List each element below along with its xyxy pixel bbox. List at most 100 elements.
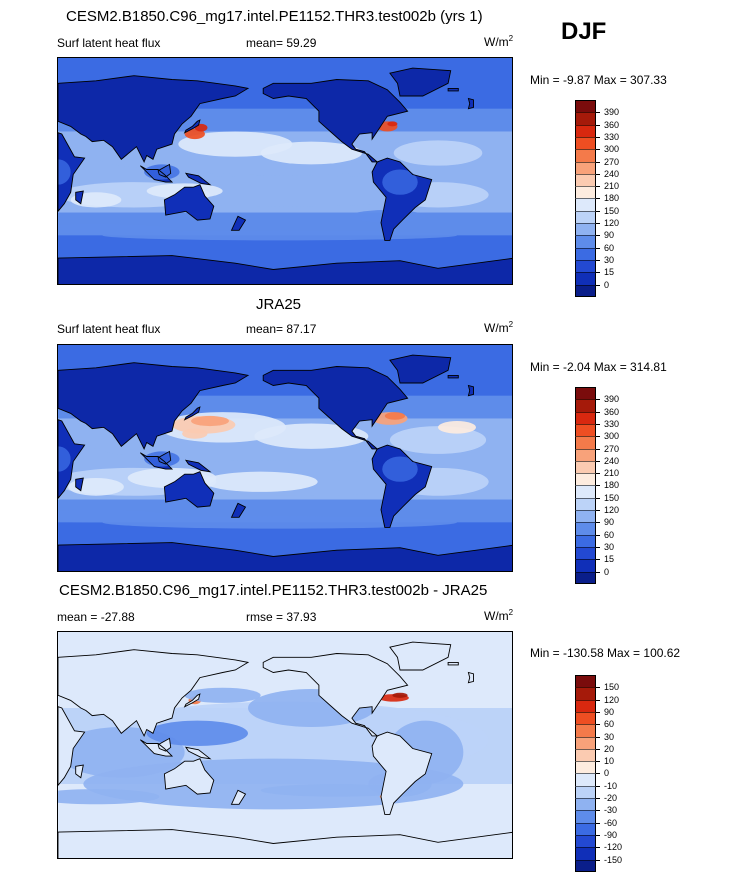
- colorbar-tick: [596, 572, 600, 573]
- colorbar-swatch: [575, 125, 596, 138]
- colorbar-tick: [596, 810, 600, 811]
- colorbar-label: 30: [604, 255, 614, 265]
- colorbar-tick: [596, 473, 600, 474]
- colorbar-swatch: [575, 112, 596, 125]
- colorbar-label: 10: [604, 756, 614, 766]
- colorbar-swatch: [575, 412, 596, 425]
- colorbar-tick: [596, 248, 600, 249]
- colorbar-swatch: [575, 198, 596, 211]
- colorbar-label: 330: [604, 132, 619, 142]
- colorbar-tick: [596, 235, 600, 236]
- colorbar-swatch: [575, 798, 596, 811]
- field-blob: [394, 140, 483, 165]
- colorbar-label: -30: [604, 805, 617, 815]
- colorbar-tick: [596, 559, 600, 560]
- colorbar-swatch: [575, 510, 596, 523]
- colorbar-swatch: [575, 823, 596, 836]
- colorbar-label: 20: [604, 744, 614, 754]
- colorbar-tick: [596, 149, 600, 150]
- colorbar-label: 60: [604, 719, 614, 729]
- colorbar-tick: [596, 272, 600, 273]
- colorbar-swatch: [575, 174, 596, 187]
- colorbar-label: -60: [604, 818, 617, 828]
- colorbar-tick: [596, 773, 600, 774]
- colorbar-tick: [596, 424, 600, 425]
- colorbar-tick: [596, 162, 600, 163]
- colorbar-tick: [596, 700, 600, 701]
- colorbar-label: -10: [604, 781, 617, 791]
- colorbar-label: 390: [604, 107, 619, 117]
- colorbar-label: 360: [604, 407, 619, 417]
- colorbar-tick: [596, 137, 600, 138]
- colorbar-tick: [596, 125, 600, 126]
- panel-3-title: CESM2.B1850.C96_mg17.intel.PE1152.THR3.t…: [59, 582, 487, 599]
- colorbar-swatch: [575, 810, 596, 823]
- panel-1-variable-label: Surf latent heat flux: [57, 36, 160, 50]
- colorbar-swatch: [575, 535, 596, 548]
- colorbar-swatch: [575, 712, 596, 725]
- colorbar-tick: [596, 535, 600, 536]
- colorbar-swatch: [575, 687, 596, 700]
- colorbar-swatch: [575, 737, 596, 750]
- colorbar-swatch: [575, 162, 596, 175]
- colorbar-label: 270: [604, 444, 619, 454]
- colorbar-swatch: [575, 572, 596, 585]
- colorbar-swatch: [575, 424, 596, 437]
- colorbar-label: 390: [604, 394, 619, 404]
- colorbar-label: 90: [604, 707, 614, 717]
- colorbar-tick: [596, 798, 600, 799]
- panel-3-mean-label: mean = -27.88: [57, 610, 135, 624]
- panel-3-map: [57, 631, 513, 859]
- panel-1-mean-label: mean= 59.29: [246, 36, 316, 50]
- colorbar-swatch: [575, 559, 596, 572]
- colorbar-swatch: [575, 186, 596, 199]
- colorbar-swatch: [575, 461, 596, 474]
- colorbar-tick: [596, 449, 600, 450]
- season-label: DJF: [561, 18, 606, 46]
- colorbar-label: 60: [604, 243, 614, 253]
- colorbar-label: 240: [604, 169, 619, 179]
- colorbar-tick: [596, 522, 600, 523]
- colorbar-tick: [596, 687, 600, 688]
- colorbar-label: 90: [604, 230, 614, 240]
- colorbar-swatch: [575, 498, 596, 511]
- colorbar-swatch: [575, 272, 596, 285]
- panel-2-min-max: Min = -2.04 Max = 314.81: [530, 360, 667, 374]
- colorbar-label: -90: [604, 830, 617, 840]
- colorbar-label: 210: [604, 181, 619, 191]
- colorbar-swatch: [575, 248, 596, 261]
- colorbar-label: 120: [604, 695, 619, 705]
- colorbar-swatch: [575, 149, 596, 162]
- panel-2-mean-label: mean= 87.17: [246, 322, 316, 336]
- colorbar-label: 0: [604, 567, 609, 577]
- colorbar-tick: [596, 485, 600, 486]
- panel-2-title: JRA25: [256, 296, 301, 313]
- colorbar-label: 210: [604, 468, 619, 478]
- colorbar-label: 30: [604, 732, 614, 742]
- colorbar-swatch: [575, 285, 596, 298]
- colorbar-label: 150: [604, 493, 619, 503]
- colorbar-tick: [596, 436, 600, 437]
- colorbar-label: 180: [604, 193, 619, 203]
- colorbar-tick: [596, 724, 600, 725]
- colorbar-swatch: [575, 473, 596, 486]
- colorbar-swatch: [575, 235, 596, 248]
- colorbar-tick: [596, 260, 600, 261]
- colorbar-swatch: [575, 387, 596, 400]
- colorbar-swatch: [575, 749, 596, 762]
- colorbar-swatch: [575, 260, 596, 273]
- colorbar-swatch: [575, 835, 596, 848]
- colorbar-tick: [596, 510, 600, 511]
- colorbar-tick: [596, 223, 600, 224]
- land-moist: [382, 456, 417, 481]
- field-blob: [191, 416, 229, 426]
- colorbar-tick: [596, 174, 600, 175]
- panel-2-units: W/m2: [484, 320, 513, 335]
- colorbar-swatch: [575, 399, 596, 412]
- colorbar-swatch: [575, 761, 596, 774]
- colorbar-label: -20: [604, 793, 617, 803]
- colorbar-swatch: [575, 223, 596, 236]
- colorbar-tick: [596, 186, 600, 187]
- panel-1-title: CESM2.B1850.C96_mg17.intel.PE1152.THR3.t…: [66, 8, 483, 25]
- colorbar-tick: [596, 399, 600, 400]
